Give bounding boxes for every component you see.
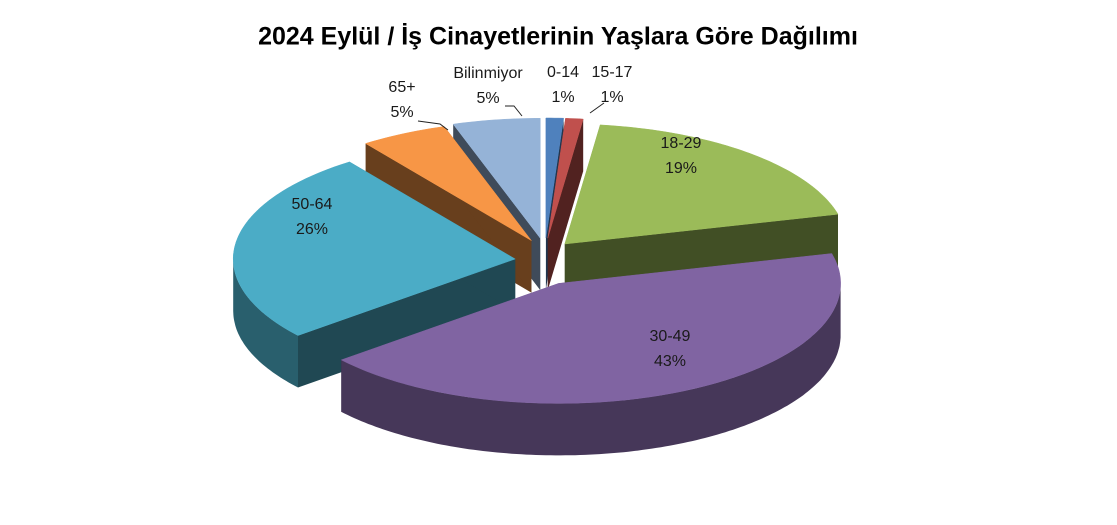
value-label: 5% <box>476 90 499 107</box>
value-label: 1% <box>600 89 623 106</box>
slice-label: 30-49 <box>650 328 691 345</box>
value-label: 1% <box>551 89 574 106</box>
slice-cut-face <box>298 259 516 388</box>
leader-line <box>417 120 449 131</box>
value-label: 19% <box>665 160 697 177</box>
leader-line <box>505 105 523 117</box>
slice <box>545 117 564 239</box>
value-label: 43% <box>654 353 686 370</box>
slice-side <box>233 259 298 388</box>
value-label: 5% <box>390 104 413 121</box>
slice-cut-face <box>547 119 584 291</box>
chart-title: 2024 Eylül / İş Cinayetlerinin Yaşlara G… <box>258 23 858 51</box>
slice <box>232 161 516 336</box>
labels: 0-14 1% 15-17 1% 18-29 19% 30-49 43% 50-64 26% 65+… <box>292 64 702 370</box>
slice-label: 0-14 <box>547 64 579 81</box>
slice-label: Bilinmiyor <box>453 65 523 82</box>
pie-tops <box>232 117 841 404</box>
slice <box>564 124 839 245</box>
slice-side <box>341 283 841 456</box>
slice <box>364 126 532 241</box>
slice <box>340 253 841 404</box>
slice-label: 18-29 <box>661 135 702 152</box>
slice-label: 50-64 <box>292 196 333 213</box>
slice-label: 15-17 <box>592 64 633 81</box>
slice-label: 65+ <box>388 79 415 96</box>
leader-line <box>589 102 605 114</box>
value-label: 26% <box>296 221 328 238</box>
slice <box>547 118 584 239</box>
slice <box>452 118 541 240</box>
